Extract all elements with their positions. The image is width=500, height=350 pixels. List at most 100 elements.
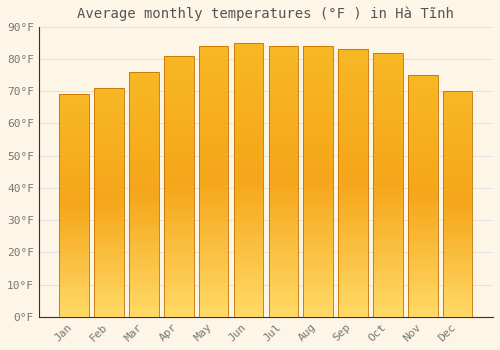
Bar [304,68,333,70]
Bar [408,153,438,155]
Bar [443,281,472,283]
Bar [373,100,402,103]
Bar [129,101,159,104]
Bar [443,141,472,143]
Bar [129,202,159,204]
Bar [199,95,228,98]
Bar [443,312,472,315]
Bar [268,111,298,114]
Bar [60,288,89,290]
Bar [234,133,264,136]
Bar [164,116,194,118]
Bar [408,145,438,148]
Bar [234,150,264,153]
Bar [443,91,472,93]
Bar [60,297,89,299]
Bar [408,230,438,232]
Bar [373,63,402,66]
Bar [94,251,124,253]
Bar [199,157,228,160]
Bar [164,82,194,84]
Bar [268,282,298,284]
Bar [338,60,368,63]
Bar [338,103,368,105]
Bar [234,90,264,92]
Bar [443,296,472,299]
Bar [199,173,228,176]
Bar [408,97,438,99]
Bar [408,242,438,244]
Bar [373,290,402,293]
Bar [199,54,228,57]
Bar [268,241,298,244]
Bar [443,125,472,127]
Bar [199,249,228,252]
Bar [129,72,159,74]
Bar [234,87,264,90]
Bar [164,272,194,275]
Bar [234,70,264,73]
Bar [234,265,264,267]
Bar [373,285,402,288]
Bar [338,84,368,87]
Bar [338,55,368,57]
Bar [338,175,368,178]
Bar [94,95,124,97]
Bar [94,285,124,287]
Title: Average monthly temperatures (°F ) in Hà Tĩnh: Average monthly temperatures (°F ) in Hà… [78,7,454,21]
Bar [268,184,298,187]
Bar [373,243,402,245]
Bar [60,295,89,297]
Bar [129,253,159,255]
Bar [94,294,124,296]
Bar [164,111,194,113]
Bar [304,198,333,201]
Bar [129,273,159,275]
Bar [60,279,89,281]
Bar [373,74,402,76]
Bar [94,200,124,202]
Bar [268,79,298,81]
Bar [268,68,298,70]
Bar [268,249,298,252]
Bar [373,174,402,177]
Bar [164,77,194,79]
Bar [443,143,472,145]
Bar [268,87,298,89]
Bar [129,189,159,192]
Bar [304,246,333,249]
Bar [408,210,438,213]
Bar [408,167,438,169]
Bar [234,289,264,292]
Bar [199,201,228,203]
Bar [234,73,264,76]
Bar [164,194,194,197]
Bar [129,290,159,292]
Bar [164,79,194,82]
Bar [199,246,228,249]
Bar [268,92,298,95]
Bar [338,143,368,146]
Bar [199,228,228,230]
Bar [443,272,472,274]
Bar [304,125,333,127]
Bar [443,306,472,308]
Bar [304,249,333,252]
Bar [408,254,438,257]
Bar [234,62,264,65]
Bar [304,268,333,271]
Bar [94,260,124,262]
Bar [164,197,194,199]
Bar [129,131,159,133]
Bar [373,95,402,98]
Bar [94,241,124,244]
Bar [60,94,89,317]
Bar [94,257,124,260]
Bar [268,195,298,198]
Bar [373,232,402,235]
Bar [129,224,159,226]
Bar [94,315,124,317]
Bar [94,275,124,278]
Bar [199,293,228,295]
Bar [443,215,472,218]
